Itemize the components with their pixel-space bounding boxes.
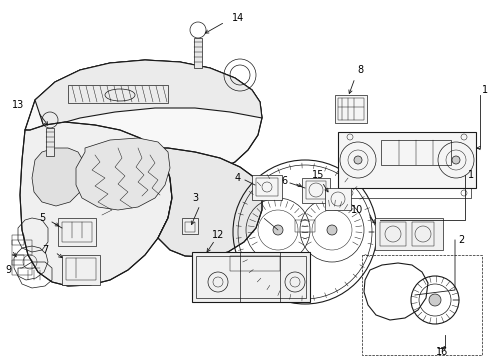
Bar (46, 128, 54, 156)
Text: 2: 2 (457, 235, 463, 245)
Bar (342, 188, 470, 198)
Bar (251, 175, 282, 200)
Polygon shape (76, 138, 170, 210)
Bar (305, 181, 325, 199)
Bar (256, 178, 278, 196)
Text: 9: 9 (5, 265, 11, 275)
Text: 14: 14 (231, 13, 244, 23)
Text: 5: 5 (39, 213, 45, 223)
Circle shape (451, 156, 459, 164)
Bar (294, 220, 314, 232)
Bar (62, 255, 100, 285)
Bar (12, 260, 32, 275)
Bar (12, 255, 24, 265)
Text: 7: 7 (42, 245, 48, 255)
Circle shape (353, 156, 361, 164)
Polygon shape (32, 148, 84, 206)
Text: 1: 1 (467, 170, 473, 180)
Bar (68, 85, 168, 103)
Bar (12, 235, 24, 245)
Bar (58, 218, 96, 246)
Text: 4: 4 (234, 173, 241, 183)
Bar (184, 222, 195, 232)
Text: 8: 8 (356, 65, 362, 75)
Bar (302, 178, 329, 203)
Circle shape (428, 294, 440, 306)
Bar (337, 98, 363, 120)
Bar (379, 222, 405, 246)
Polygon shape (25, 60, 262, 170)
Bar (66, 258, 96, 280)
Bar (361, 255, 481, 355)
Text: 11: 11 (481, 85, 488, 95)
Bar (374, 218, 442, 250)
Bar (334, 95, 366, 123)
Bar (325, 188, 350, 210)
Polygon shape (20, 122, 172, 286)
Text: 12: 12 (211, 230, 224, 240)
Text: 13: 13 (12, 100, 24, 110)
Bar (337, 132, 475, 188)
Bar (229, 256, 280, 271)
Bar (12, 240, 32, 255)
Bar (194, 38, 202, 68)
Text: 6: 6 (281, 176, 286, 186)
Text: 10: 10 (350, 205, 363, 215)
Text: 3: 3 (192, 193, 198, 203)
Bar (62, 222, 92, 242)
Polygon shape (35, 60, 262, 130)
Polygon shape (155, 148, 262, 257)
Bar (182, 218, 198, 234)
Circle shape (272, 225, 283, 235)
Text: 16: 16 (435, 347, 447, 357)
Bar (196, 256, 305, 298)
Bar (192, 252, 309, 302)
Bar (380, 140, 450, 165)
Text: 15: 15 (311, 170, 324, 180)
Circle shape (326, 225, 336, 235)
Bar (411, 222, 433, 246)
